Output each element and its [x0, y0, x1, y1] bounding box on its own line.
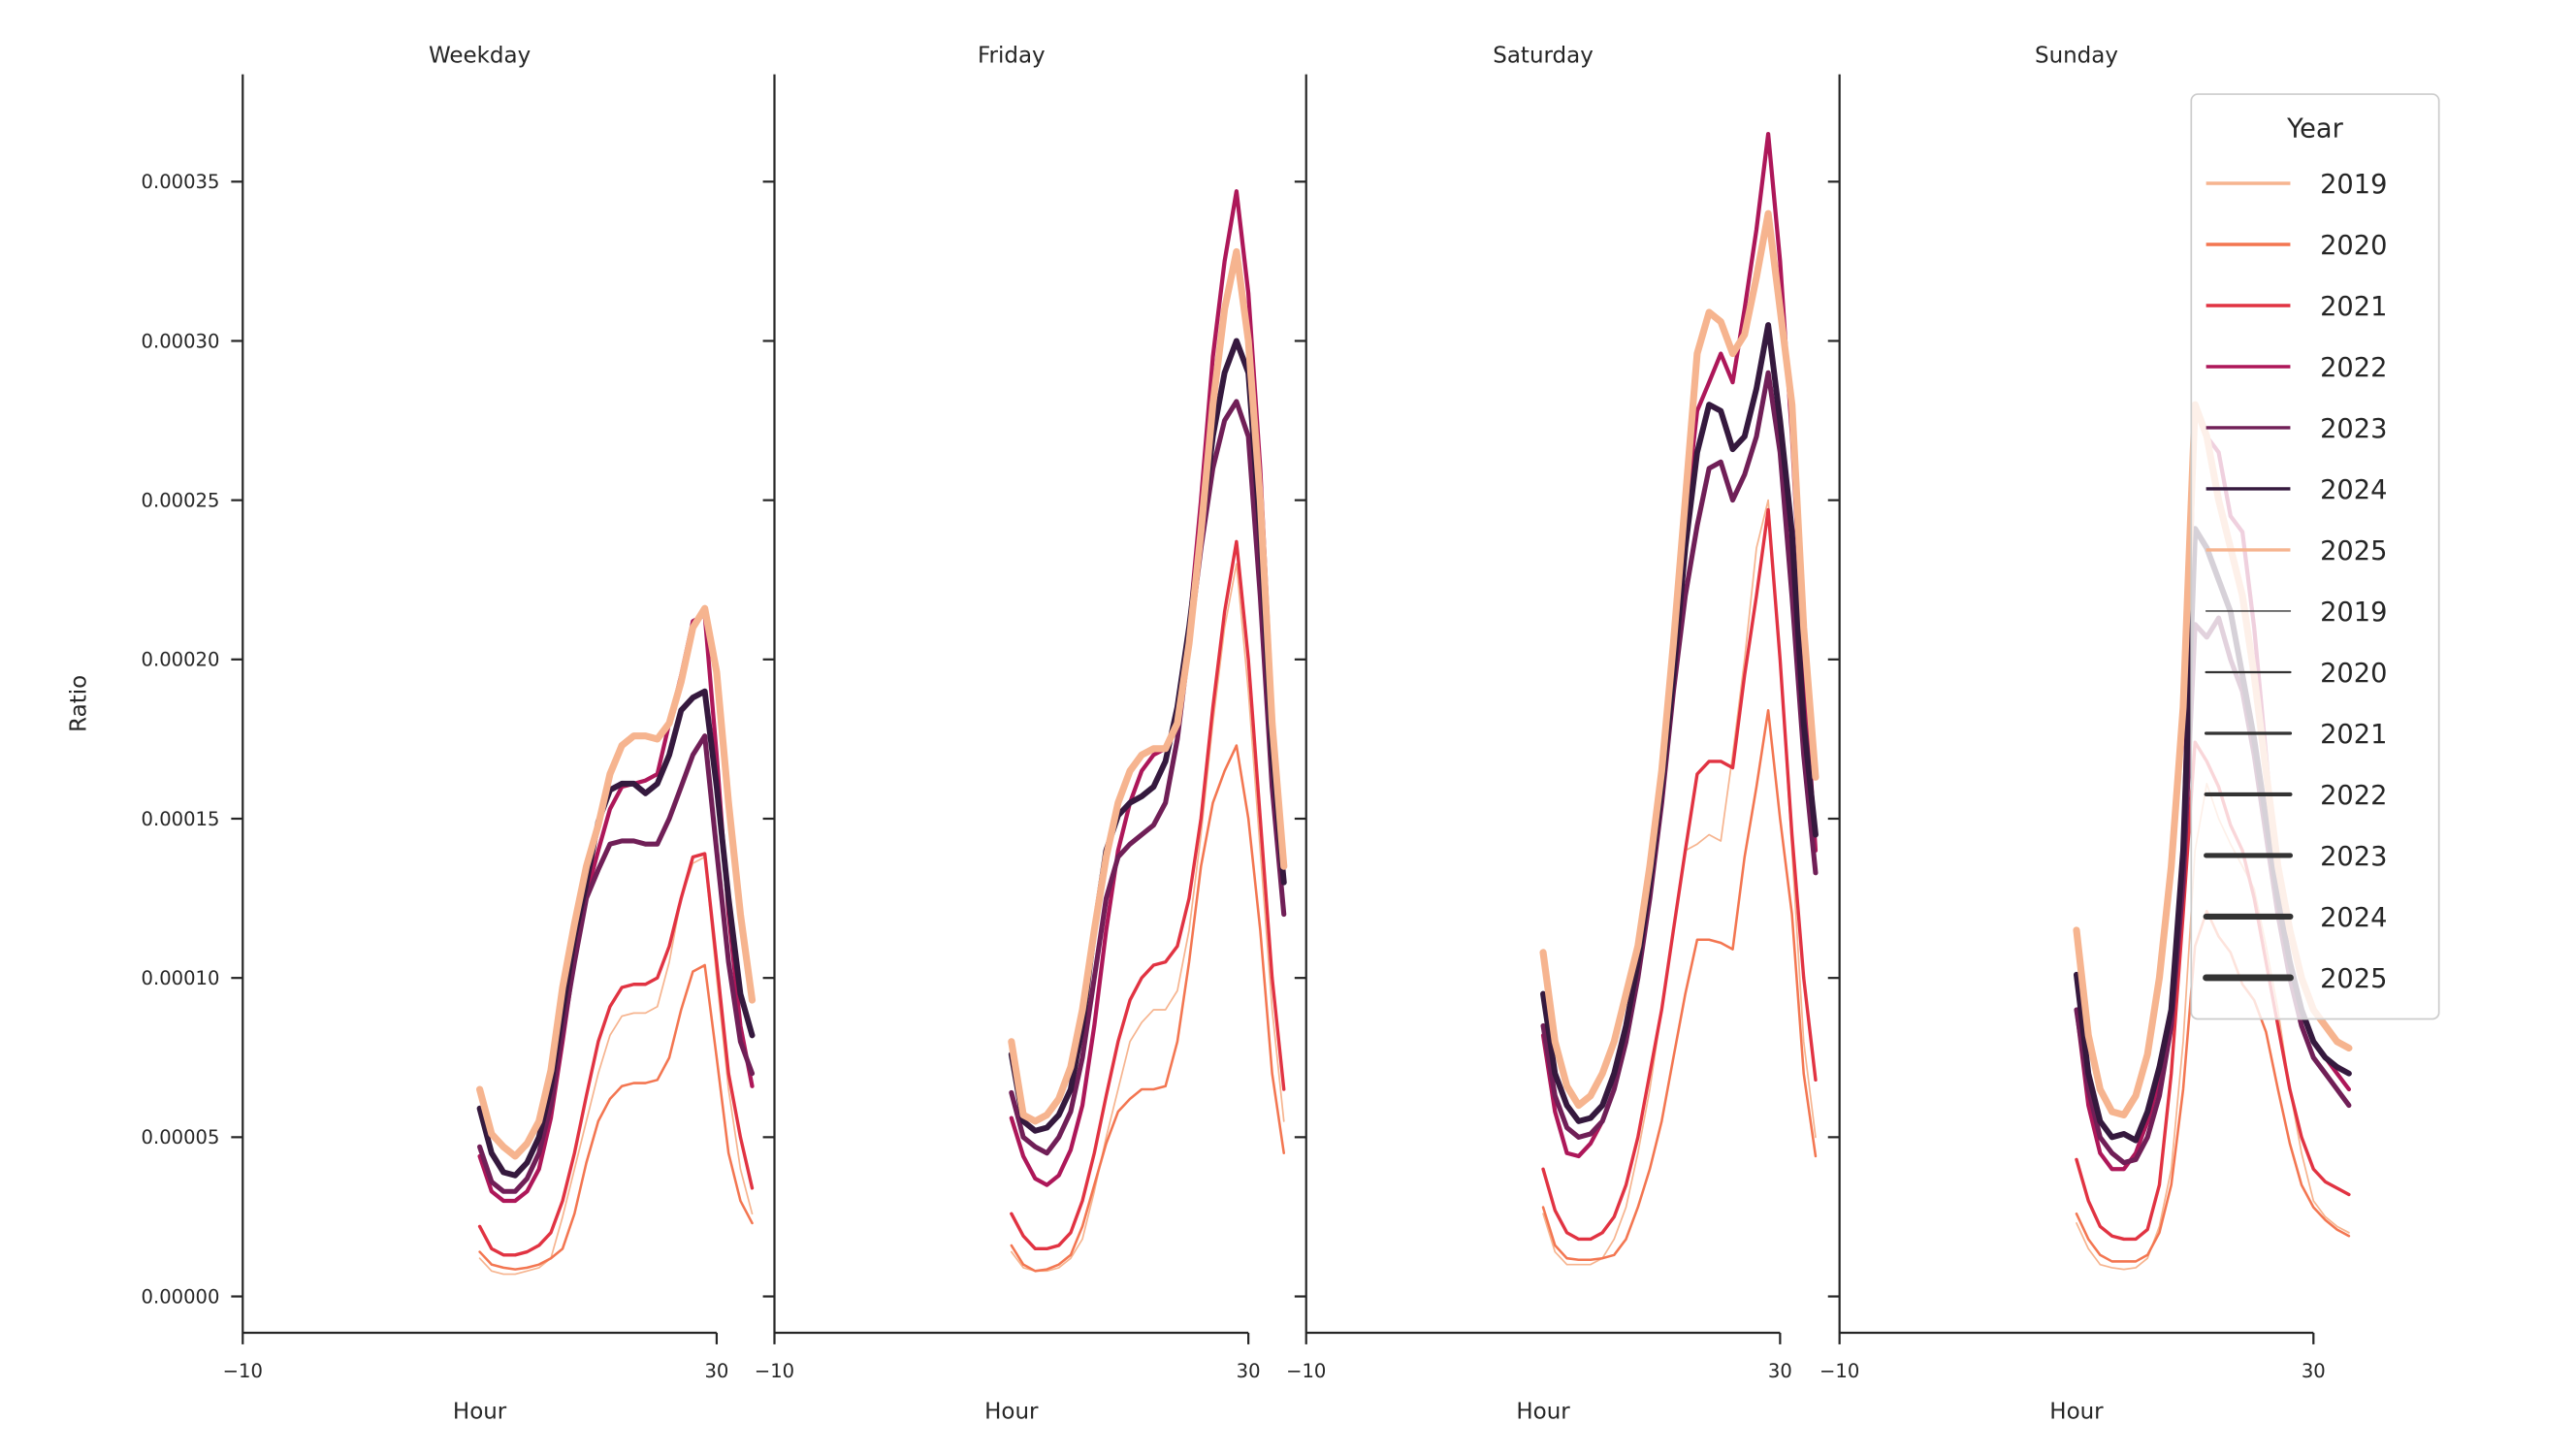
series-line-2021: [477, 852, 755, 1257]
panel-friday: Friday −10 30 Hour: [755, 44, 1288, 1425]
legend-label: 2020: [2320, 659, 2387, 689]
panel-title: Friday: [978, 44, 1046, 69]
legend-label: 2025: [2320, 964, 2387, 994]
x-tick-label: 30: [1237, 1360, 1261, 1382]
x-axis-label: Hour: [453, 1400, 507, 1425]
legend-label: 2022: [2320, 353, 2387, 383]
series-line-2022: [1009, 189, 1286, 1187]
x-axis-label: Hour: [984, 1400, 1039, 1425]
y-tick-label: 0.00000: [142, 1285, 220, 1308]
y-tick-label: 0.00010: [142, 967, 220, 989]
series-line-2025: [476, 604, 757, 1160]
y-tick-label: 0.00035: [142, 171, 220, 193]
series-line-2021: [1541, 507, 1818, 1242]
x-tick-label: −10: [755, 1360, 794, 1382]
x-tick-label: −10: [1819, 1360, 1859, 1382]
x-axis-label: Hour: [1516, 1400, 1570, 1425]
legend-label: 2019: [2320, 170, 2387, 200]
y-tick-label: 0.00020: [142, 649, 220, 671]
series-line-2021: [1010, 539, 1286, 1251]
panel-title: Sunday: [2035, 44, 2118, 69]
x-tick-label: 30: [2302, 1360, 2326, 1382]
legend-label: 2025: [2320, 536, 2387, 566]
legend-label: 2023: [2320, 414, 2387, 444]
legend-label: 2020: [2320, 231, 2387, 261]
panel-title: Saturday: [1493, 44, 1594, 69]
legend-label: 2021: [2320, 720, 2387, 750]
x-tick-label: 30: [1768, 1360, 1792, 1382]
series-line-2024: [1540, 322, 1819, 1124]
legend-label: 2024: [2320, 475, 2387, 505]
legend-label: 2023: [2320, 842, 2387, 872]
series-line-2025: [1008, 247, 1288, 1125]
y-tick-label: 0.00015: [142, 808, 220, 830]
panel-saturday: Saturday −10 30 Hour: [1286, 44, 1819, 1425]
panel-weekday: Weekday 0.00000 0.00005 0.00010 0.00015 0.000…: [67, 44, 757, 1425]
series-line-2024: [476, 688, 756, 1179]
y-axis-label: Ratio: [67, 675, 92, 732]
series-line-2024: [1008, 338, 1287, 1134]
legend-label: 2022: [2320, 781, 2387, 811]
x-tick-label: −10: [1286, 1360, 1326, 1382]
series-line-2020: [1541, 709, 1818, 1262]
series-line-2020: [478, 963, 754, 1271]
y-tick-label: 0.00030: [142, 330, 220, 352]
x-axis-label: Hour: [2049, 1400, 2104, 1425]
x-tick-label: 30: [704, 1360, 728, 1382]
legend-label: 2024: [2320, 903, 2387, 933]
series-line-2023: [477, 733, 756, 1194]
legend-title: Year: [2286, 113, 2343, 144]
y-tick-label: 0.00025: [142, 489, 220, 511]
legend: Year 2019 2020 2021 2022 2023 2024 2025 2019 2020…: [2190, 93, 2440, 1020]
series-line-2020: [1010, 744, 1286, 1273]
series-line-2023: [1540, 370, 1819, 1140]
series-line-2019: [1010, 563, 1285, 1273]
series-line-2023: [1009, 399, 1287, 1156]
panel-title: Weekday: [429, 44, 531, 69]
legend-label: 2021: [2320, 292, 2387, 322]
x-tick-label: −10: [223, 1360, 263, 1382]
y-tick-label: 0.00005: [142, 1126, 220, 1148]
series-line-2022: [477, 612, 755, 1204]
legend-label: 2019: [2320, 598, 2387, 628]
legend-box: [2190, 93, 2440, 1020]
series-line-2025: [1539, 210, 1819, 1110]
